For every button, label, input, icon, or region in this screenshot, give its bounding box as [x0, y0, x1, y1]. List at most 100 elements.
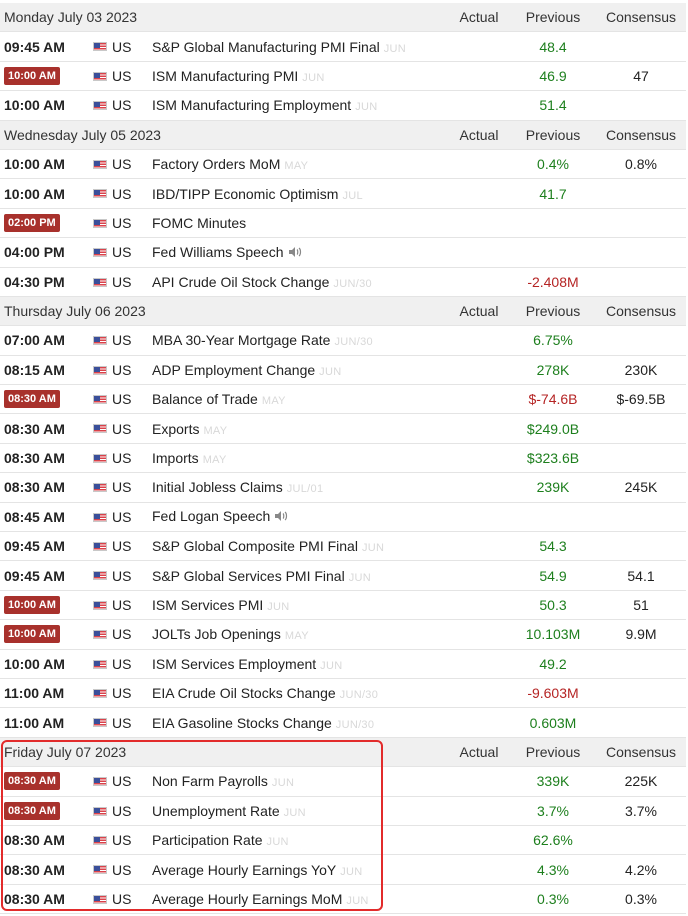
event-name-cell[interactable]: ISM Manufacturing PMI JUN: [152, 68, 325, 84]
event-name-cell[interactable]: ISM Manufacturing Employment JUN: [152, 97, 378, 113]
event-row[interactable]: 08:30 AM US Imports MAY $323.6B: [0, 444, 686, 474]
column-header-previous: Previous: [525, 9, 581, 26]
event-name-link[interactable]: Average Hourly Earnings MoM: [152, 890, 343, 907]
event-row[interactable]: 08:45 AM US Fed Logan Speech: [0, 503, 686, 533]
event-name-cell[interactable]: ISM Services Employment JUN: [152, 656, 342, 672]
event-name-link[interactable]: API Crude Oil Stock Change: [152, 273, 330, 290]
event-row[interactable]: 08:30 AM US Average Hourly Earnings YoY JUN…: [0, 855, 686, 885]
event-previous-value: 3.7%: [537, 802, 569, 819]
event-row[interactable]: 08:30 AM US Balance of Trade MAY $-74.6B $-69…: [0, 385, 686, 415]
event-row[interactable]: 10:00 AM US ISM Services Employment JUN 49.2: [0, 650, 686, 679]
event-row[interactable]: 08:15 AM US ADP Employment Change JUN 278K 23…: [0, 356, 686, 386]
event-name-cell[interactable]: JOLTs Job Openings MAY: [152, 626, 309, 642]
event-time: 04:00 PM: [4, 244, 65, 261]
event-name-cell[interactable]: S&P Global Composite PMI Final JUN: [152, 538, 384, 554]
event-name-link[interactable]: ISM Manufacturing PMI: [152, 67, 299, 84]
event-name-link[interactable]: Non Farm Payrolls: [152, 773, 268, 790]
event-row[interactable]: 09:45 AM US S&P Global Composite PMI Final…: [0, 532, 686, 562]
event-name-link[interactable]: ISM Services Employment: [152, 655, 317, 672]
event-name-link[interactable]: EIA Crude Oil Stocks Change: [152, 685, 336, 702]
us-flag-icon: [93, 630, 107, 640]
event-name-link[interactable]: Balance of Trade: [152, 391, 258, 408]
event-row[interactable]: 07:00 AM US MBA 30-Year Mortgage Rate JUN/3…: [0, 326, 686, 356]
event-name-cell[interactable]: EIA Gasoline Stocks Change JUN/30: [152, 715, 374, 731]
event-name-link[interactable]: ISM Services PMI: [152, 597, 264, 613]
event-name-cell[interactable]: Unemployment Rate JUN: [152, 803, 306, 819]
event-name-cell[interactable]: Balance of Trade MAY: [152, 391, 286, 407]
event-name-cell[interactable]: Exports MAY: [152, 421, 227, 437]
event-row[interactable]: 10:00 AM US JOLTs Job Openings MAY 10.103M 9.…: [0, 620, 686, 650]
event-name-cell[interactable]: Non Farm Payrolls JUN: [152, 773, 294, 789]
event-row[interactable]: 08:30 AM US Participation Rate JUN 62.6%: [0, 826, 686, 856]
event-name-cell[interactable]: Fed Logan Speech: [152, 508, 288, 525]
event-row[interactable]: 10:00 AM US ISM Services PMI JUN 50.3 51: [0, 591, 686, 621]
event-name-cell[interactable]: EIA Crude Oil Stocks Change JUN/30: [152, 685, 378, 701]
event-name-link[interactable]: FOMC Minutes: [152, 214, 247, 231]
event-row[interactable]: 11:00 AM US EIA Crude Oil Stocks Change JUN…: [0, 679, 686, 709]
event-row[interactable]: 10:00 AM US Factory Orders MoM MAY 0.4% 0.8%: [0, 150, 686, 180]
event-time: 07:00 AM: [4, 332, 65, 349]
event-name-link[interactable]: Average Hourly Earnings YoY: [152, 861, 337, 878]
event-name-cell[interactable]: MBA 30-Year Mortgage Rate JUN/30: [152, 332, 373, 348]
event-name-cell[interactable]: Participation Rate JUN: [152, 832, 289, 848]
event-row[interactable]: 09:45 AM US S&P Global Services PMI Final J…: [0, 561, 686, 591]
event-time: 08:30 AM: [4, 390, 60, 409]
event-row[interactable]: 10:00 AM US ISM Manufacturing Employment JU…: [0, 91, 686, 121]
event-name-cell[interactable]: Fed Williams Speech: [152, 244, 302, 261]
event-name-link[interactable]: Fed Logan Speech: [152, 508, 271, 525]
event-country: US: [112, 391, 132, 408]
event-name-link[interactable]: Fed Williams Speech: [152, 243, 284, 260]
event-name-link[interactable]: Unemployment Rate: [152, 802, 280, 819]
event-time: 08:30 AM: [4, 772, 60, 791]
event-row[interactable]: 10:00 AM US IBD/TIPP Economic Optimism JUL 4…: [0, 179, 686, 209]
day-date-label: Monday July 03 2023: [4, 9, 138, 26]
event-name-cell[interactable]: Factory Orders MoM MAY: [152, 156, 308, 172]
event-name-cell[interactable]: API Crude Oil Stock Change JUN/30: [152, 274, 372, 290]
event-name-link[interactable]: S&P Global Manufacturing PMI Final: [152, 38, 380, 55]
event-time: 10:00 AM: [4, 625, 60, 644]
event-name-cell[interactable]: Average Hourly Earnings YoY JUN: [152, 862, 363, 878]
event-name-link[interactable]: Factory Orders MoM: [152, 156, 281, 173]
event-name-cell[interactable]: IBD/TIPP Economic Optimism JUL: [152, 186, 363, 202]
column-header-consensus: Consensus: [605, 9, 677, 26]
event-name-cell[interactable]: S&P Global Manufacturing PMI Final JUN: [152, 39, 406, 55]
event-row[interactable]: 08:30 AM US Unemployment Rate JUN 3.7% 3.7%: [0, 797, 686, 826]
event-time: 11:00 AM: [4, 714, 65, 731]
event-name-link[interactable]: S&P Global Composite PMI Final: [152, 538, 358, 555]
us-flag-icon: [93, 453, 107, 463]
event-row[interactable]: 10:00 AM US ISM Manufacturing PMI JUN 46.9 47: [0, 62, 686, 92]
us-flag-icon: [93, 894, 107, 904]
event-name-cell[interactable]: ISM Services PMI JUN: [152, 597, 290, 613]
event-name-cell[interactable]: S&P Global Services PMI Final JUN: [152, 568, 371, 584]
event-row[interactable]: 08:30 AM US Average Hourly Earnings MoM JUN…: [0, 885, 686, 915]
event-name-link[interactable]: IBD/TIPP Economic Optimism: [152, 185, 339, 202]
event-name-link[interactable]: S&P Global Services PMI Final: [152, 567, 345, 584]
event-row[interactable]: 09:45 AM US S&P Global Manufacturing PMI F…: [0, 32, 686, 62]
event-name-cell[interactable]: ADP Employment Change JUN: [152, 362, 341, 378]
event-name-cell[interactable]: FOMC Minutes: [152, 215, 246, 231]
us-flag-icon: [93, 189, 107, 199]
event-name-link[interactable]: EIA Gasoline Stocks Change: [152, 714, 332, 731]
event-name-link[interactable]: ADP Employment Change: [152, 361, 316, 378]
event-row[interactable]: 04:30 PM US API Crude Oil Stock Change JUN/…: [0, 268, 686, 297]
event-name-link[interactable]: Participation Rate: [152, 832, 263, 849]
event-row[interactable]: 08:30 AM US Exports MAY $249.0B: [0, 414, 686, 444]
event-previous-value: 0.603M: [529, 714, 577, 731]
event-row[interactable]: 04:00 PM US Fed Williams Speech: [0, 238, 686, 268]
event-name-link[interactable]: ISM Manufacturing Employment: [152, 97, 352, 114]
event-name-link[interactable]: JOLTs Job Openings: [152, 626, 281, 643]
event-name-cell[interactable]: Imports MAY: [152, 450, 227, 466]
event-name-cell[interactable]: Initial Jobless Claims JUL/01: [152, 479, 323, 495]
event-row[interactable]: 08:30 AM US Non Farm Payrolls JUN 339K 225K: [0, 767, 686, 797]
event-name-link[interactable]: Imports: [152, 450, 199, 467]
event-name-cell[interactable]: Average Hourly Earnings MoM JUN: [152, 891, 369, 907]
event-row[interactable]: 11:00 AM US EIA Gasoline Stocks Change JUN/…: [0, 708, 686, 738]
event-name-link[interactable]: Initial Jobless Claims: [152, 479, 283, 496]
column-header-actual: Actual: [459, 303, 499, 320]
event-row[interactable]: 08:30 AM US Initial Jobless Claims JUL/01 23…: [0, 473, 686, 503]
event-name-link[interactable]: Exports: [152, 420, 200, 437]
event-period-tag: JUN/30: [333, 277, 372, 290]
event-name-link[interactable]: MBA 30-Year Mortgage Rate: [152, 332, 331, 349]
event-row[interactable]: 02:00 PM US FOMC Minutes: [0, 209, 686, 239]
event-country: US: [112, 508, 132, 525]
